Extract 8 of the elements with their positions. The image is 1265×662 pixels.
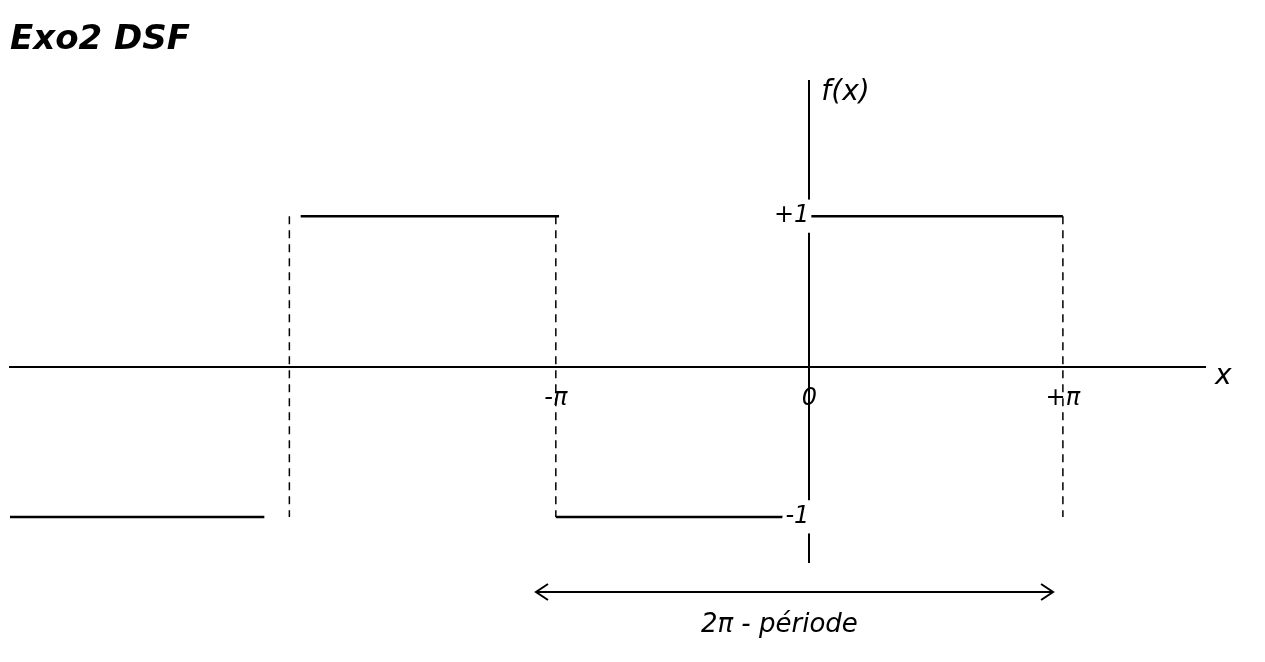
x-tick-label: +π xyxy=(1045,383,1081,412)
chart-title: Exo2 DSF xyxy=(10,17,190,58)
y-tick-label: -1 xyxy=(785,501,810,530)
x-axis-title: x xyxy=(1214,357,1232,391)
text: 2π - période xyxy=(700,607,858,638)
y-tick-label: +1 xyxy=(773,200,810,229)
y-axis-title: f(x) xyxy=(821,74,870,108)
x-tick-label: -π xyxy=(544,383,568,412)
